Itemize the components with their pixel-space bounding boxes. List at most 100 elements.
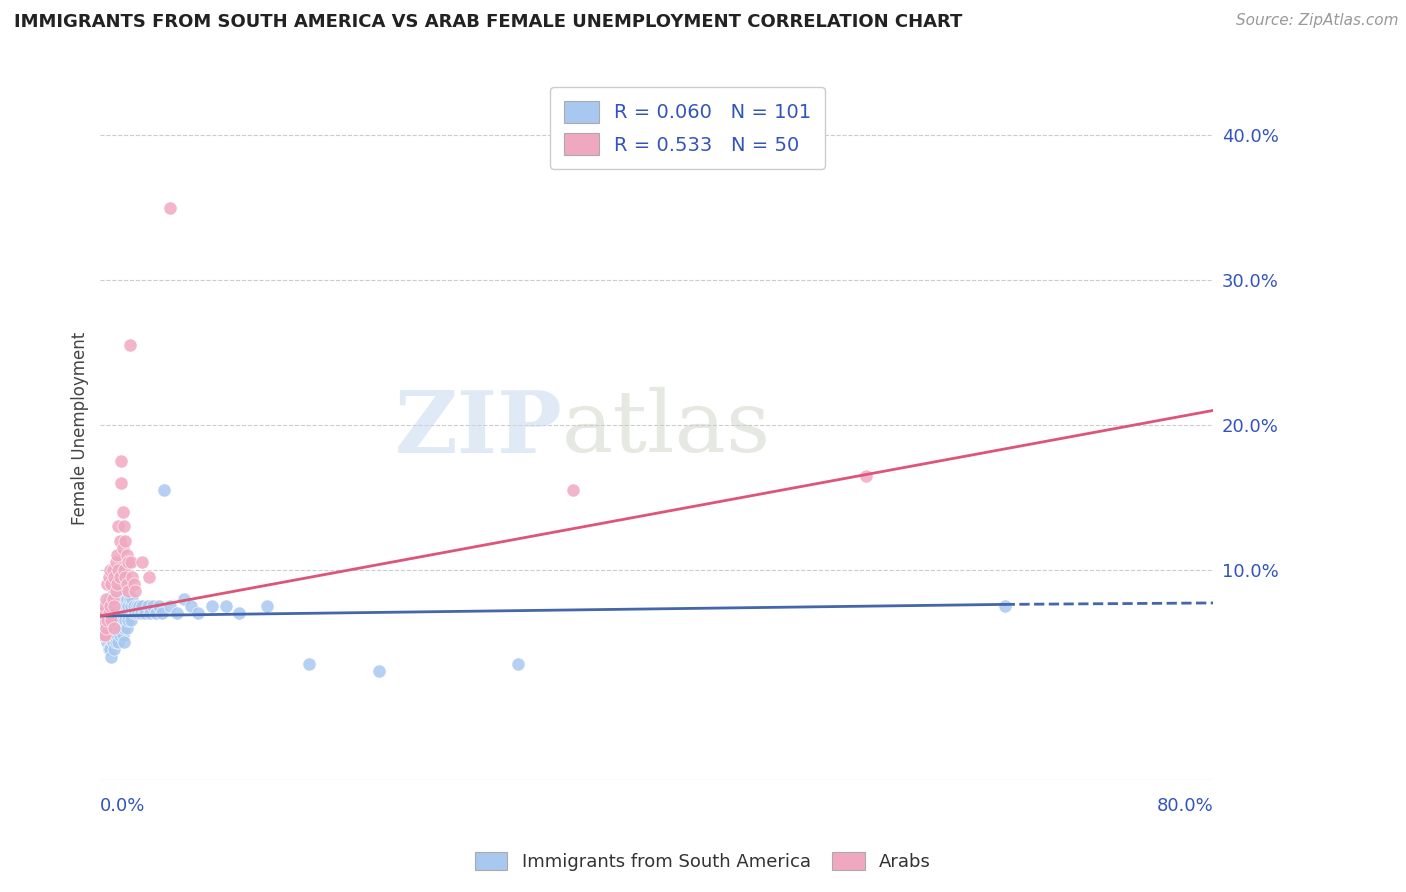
- Point: [114, 584, 136, 599]
- Point: [128, 599, 150, 613]
- Point: [114, 613, 136, 627]
- Point: [98, 642, 121, 657]
- Point: [90, 613, 112, 627]
- Point: [101, 621, 124, 635]
- Point: [96, 613, 118, 627]
- Point: [96, 599, 118, 613]
- Point: [153, 483, 176, 497]
- Point: [150, 606, 173, 620]
- Point: [107, 519, 129, 533]
- Point: [115, 577, 138, 591]
- Point: [112, 635, 135, 649]
- Point: [115, 591, 138, 606]
- Point: [118, 338, 141, 352]
- Point: [115, 606, 138, 620]
- Point: [120, 613, 142, 627]
- Point: [90, 613, 112, 627]
- Point: [93, 599, 115, 613]
- Point: [114, 570, 136, 584]
- Point: [100, 628, 122, 642]
- Point: [100, 649, 122, 664]
- Point: [108, 628, 131, 642]
- Point: [103, 599, 125, 613]
- Point: [100, 599, 122, 613]
- Point: [104, 577, 127, 591]
- Point: [110, 591, 132, 606]
- Point: [138, 570, 160, 584]
- Point: [97, 606, 120, 620]
- Point: [228, 606, 250, 620]
- Point: [112, 519, 135, 533]
- Text: 80.0%: 80.0%: [1157, 797, 1213, 815]
- Point: [117, 613, 139, 627]
- Y-axis label: Female Unemployment: Female Unemployment: [72, 332, 89, 525]
- Point: [105, 548, 128, 562]
- Point: [103, 570, 125, 584]
- Point: [110, 454, 132, 468]
- Point: [201, 599, 224, 613]
- Point: [107, 635, 129, 649]
- Point: [114, 533, 136, 548]
- Point: [105, 599, 128, 613]
- Point: [104, 584, 127, 599]
- Text: 0.0%: 0.0%: [100, 797, 146, 815]
- Point: [101, 635, 124, 649]
- Point: [506, 657, 529, 671]
- Point: [187, 606, 209, 620]
- Point: [367, 664, 389, 678]
- Point: [93, 628, 115, 642]
- Point: [93, 621, 115, 635]
- Point: [115, 621, 138, 635]
- Point: [114, 599, 136, 613]
- Point: [96, 635, 118, 649]
- Point: [136, 599, 159, 613]
- Point: [104, 621, 127, 635]
- Point: [94, 621, 117, 635]
- Point: [108, 599, 131, 613]
- Text: Source: ZipAtlas.com: Source: ZipAtlas.com: [1236, 13, 1399, 29]
- Point: [180, 599, 202, 613]
- Point: [121, 591, 143, 606]
- Point: [103, 621, 125, 635]
- Point: [112, 591, 135, 606]
- Point: [108, 533, 131, 548]
- Point: [100, 577, 122, 591]
- Text: atlas: atlas: [562, 387, 772, 470]
- Point: [97, 621, 120, 635]
- Point: [103, 628, 125, 642]
- Legend: Immigrants from South America, Arabs: Immigrants from South America, Arabs: [468, 845, 938, 879]
- Point: [145, 606, 167, 620]
- Point: [97, 570, 120, 584]
- Point: [111, 613, 134, 627]
- Point: [91, 621, 114, 635]
- Point: [159, 599, 181, 613]
- Point: [91, 628, 114, 642]
- Point: [100, 613, 122, 627]
- Point: [108, 584, 131, 599]
- Point: [118, 591, 141, 606]
- Point: [122, 599, 145, 613]
- Point: [117, 556, 139, 570]
- Point: [256, 599, 278, 613]
- Point: [104, 635, 127, 649]
- Point: [105, 628, 128, 642]
- Point: [103, 642, 125, 657]
- Point: [105, 584, 128, 599]
- Point: [98, 591, 121, 606]
- Point: [108, 613, 131, 627]
- Point: [101, 606, 124, 620]
- Point: [111, 541, 134, 555]
- Point: [96, 577, 118, 591]
- Point: [855, 468, 877, 483]
- Point: [110, 621, 132, 635]
- Point: [101, 591, 124, 606]
- Point: [127, 606, 149, 620]
- Point: [104, 591, 127, 606]
- Point: [122, 577, 145, 591]
- Point: [103, 599, 125, 613]
- Point: [110, 606, 132, 620]
- Text: IMMIGRANTS FROM SOUTH AMERICA VS ARAB FEMALE UNEMPLOYMENT CORRELATION CHART: IMMIGRANTS FROM SOUTH AMERICA VS ARAB FE…: [14, 13, 963, 31]
- Point: [142, 599, 165, 613]
- Point: [105, 613, 128, 627]
- Point: [112, 621, 135, 635]
